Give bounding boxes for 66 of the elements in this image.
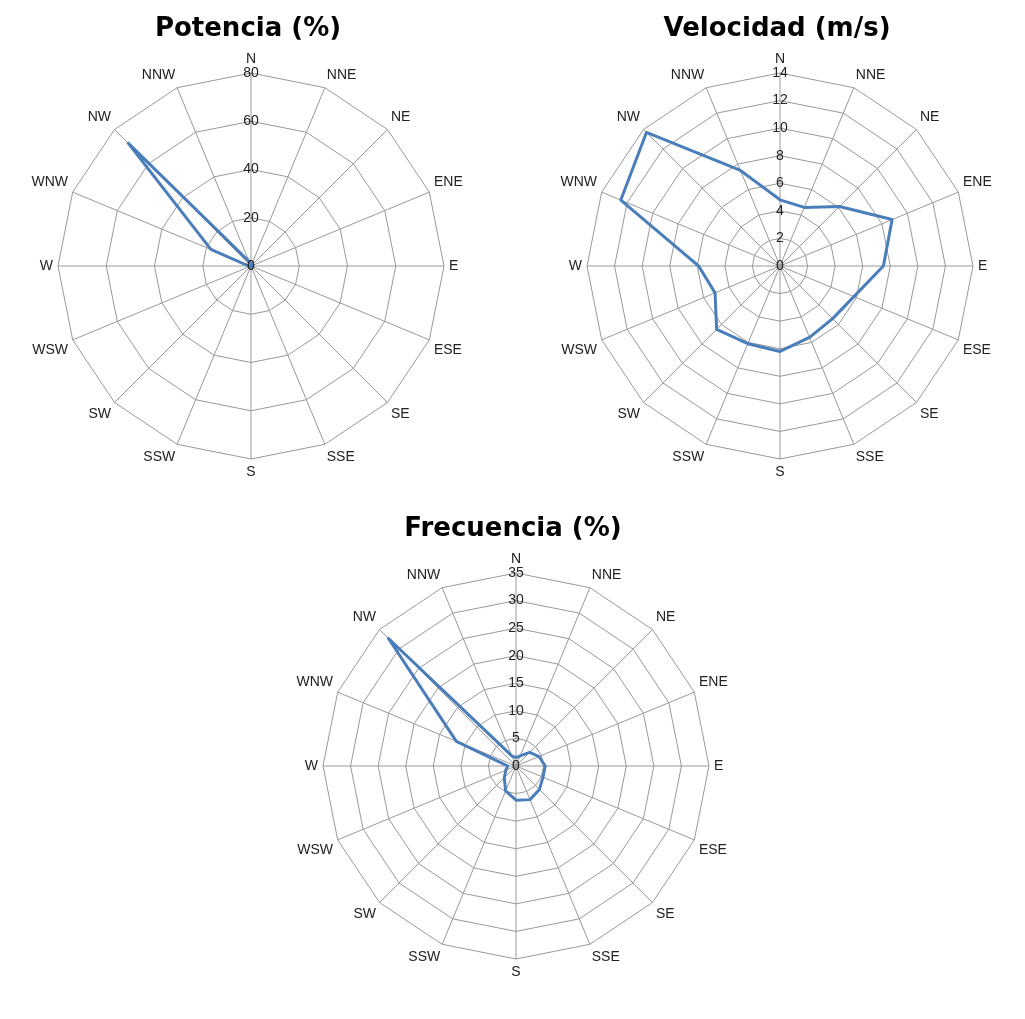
spoke-label: WNW (560, 172, 598, 189)
spoke-label: NW (616, 108, 641, 125)
y-tick-label: 60 (243, 112, 259, 129)
spoke-label: S (510, 963, 521, 980)
spoke-label: W (304, 756, 319, 773)
chart-title: Velocidad (m/s) (663, 12, 891, 43)
y-tick-label: 0 (247, 256, 256, 273)
y-tick-label: 40 (243, 160, 259, 177)
y-tick-label: 8 (776, 146, 785, 163)
spoke-label: SSW (143, 448, 177, 465)
spoke-label: SE (391, 405, 410, 422)
chart-title: Potencia (%) (154, 12, 342, 43)
spoke-label: E (449, 256, 459, 273)
spoke-label: SE (920, 405, 939, 422)
spoke-label: ENE (698, 672, 728, 689)
spoke-label: NNE (326, 65, 357, 82)
spoke-label: WNW (31, 172, 69, 189)
spoke-label: SSE (591, 948, 620, 965)
y-tick-label: 12 (772, 91, 788, 108)
y-tick-label: 10 (772, 119, 788, 135)
spoke-label: E (978, 256, 988, 273)
y-tick-label: 4 (776, 201, 785, 218)
y-tick-label: 25 (507, 619, 524, 635)
y-tick-label: 30 (507, 591, 524, 608)
spoke-label: WNW (296, 672, 334, 689)
y-tick-label: 15 (507, 674, 524, 691)
spoke-label: W (568, 256, 583, 273)
y-tick-label: 20 (243, 208, 259, 225)
spoke-label: SSE (855, 448, 884, 465)
spoke-label: ESE (433, 341, 462, 358)
spoke-label: NNW (141, 65, 177, 82)
spoke-label: SW (352, 905, 377, 922)
y-tick-label: 0 (511, 756, 520, 773)
y-tick-label: 10 (507, 701, 524, 718)
spoke-label: NE (655, 608, 675, 625)
spoke-label: NNE (591, 565, 621, 582)
spoke-label: W (39, 256, 54, 273)
spoke-label: WSW (32, 341, 69, 358)
chart-title: Frecuencia (%) (403, 512, 622, 543)
spoke-label: SSE (326, 448, 355, 465)
spoke-label: E (713, 756, 723, 773)
y-tick-label: 5 (511, 729, 520, 746)
spoke-label: NW (87, 108, 112, 125)
spoke-label: SW (88, 405, 112, 422)
y-tick-label: 6 (776, 174, 785, 191)
spoke-label: NW (352, 608, 377, 625)
spoke-label: S (246, 463, 256, 480)
spoke-label: ENE (433, 172, 463, 189)
spoke-label: WSW (561, 341, 598, 358)
spoke-label: NNW (670, 65, 706, 82)
spoke-label: NE (920, 108, 940, 125)
spoke-label: ESE (698, 841, 727, 858)
spoke-label: NNW (406, 565, 441, 582)
spoke-label: ESE (962, 341, 991, 358)
spoke-label: SW (617, 405, 641, 422)
y-tick-label: 0 (776, 256, 785, 273)
spoke-label: NE (391, 108, 411, 125)
spoke-label: SSW (672, 448, 706, 465)
spoke-label: WSW (296, 841, 334, 858)
spoke-label: SSW (407, 948, 441, 965)
y-tick-label: 2 (776, 229, 785, 246)
spoke-label: SE (655, 905, 675, 922)
spoke-label: NNE (855, 65, 886, 82)
y-tick-label: 20 (507, 646, 524, 663)
spoke-label: ENE (962, 172, 992, 189)
spoke-label: S (775, 463, 785, 480)
